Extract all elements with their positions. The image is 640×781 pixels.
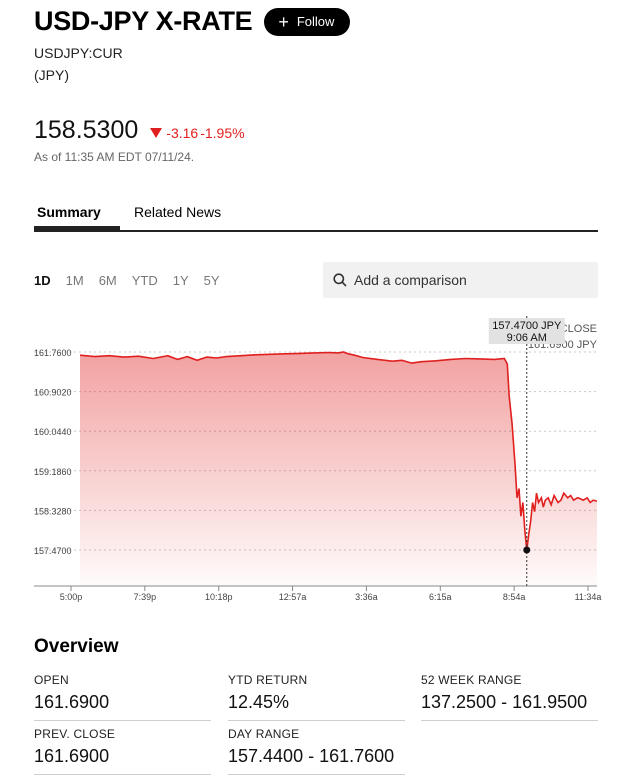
range-ytd[interactable]: YTD [131,273,158,288]
down-arrow-icon [150,128,163,138]
y-tick-label: 160.0440 [34,427,72,437]
change-percent: -1.95% [200,125,245,141]
plus-icon: + [278,11,289,32]
x-tick-label: 7:39p [134,592,157,602]
stat-value: 161.6900 [34,746,110,766]
x-tick-label: 6:15a [429,592,452,602]
stat-ytd-return: YTD RETURN 12.45% [228,673,405,721]
range-5y[interactable]: 5Y [203,273,220,288]
x-tick-label: 12:57a [279,592,307,602]
page-title: USD-JPY X-RATE [34,6,253,36]
comparison-input[interactable] [354,272,584,288]
stat-value: 12.45% [228,692,290,712]
y-tick-label: 161.7600 [34,348,72,358]
stat-value: 161.6900 [34,692,110,712]
divider [228,720,405,721]
tooltip-box [488,318,565,344]
range-1d[interactable]: 1D [34,273,51,288]
search-icon [333,273,347,287]
active-tab-indicator [34,226,120,230]
price-change: -3.16 -1.95% [150,125,245,141]
range-selector: 1D 1M 6M YTD 1Y 5Y [34,273,220,288]
range-6m[interactable]: 6M [98,273,117,288]
page-header: USD-JPY X-RATE + Follow [34,6,351,37]
tooltip-value: 157.4700 JPY [492,320,562,332]
stat-day-range: DAY RANGE 157.4400 - 161.7600 [228,727,405,775]
x-tick-label: 3:36a [355,592,378,602]
currency-label: (JPY) [34,67,69,83]
ticker-symbol: USDJPY:CUR [34,45,123,61]
tab-summary[interactable]: Summary [37,204,101,220]
divider [228,774,405,775]
y-tick-label: 158.3280 [34,506,72,516]
stat-52-week-range: 52 WEEK RANGE 137.2500 - 161.9500 [421,673,598,721]
follow-label: Follow [296,14,335,29]
area-fill [80,352,597,586]
x-tick-label: 11:34a [575,592,602,602]
stat-label: OPEN [34,673,69,687]
stat-label: YTD RETURN [228,673,308,687]
current-price: 158.5300 [34,116,139,144]
divider [34,774,211,775]
price-row: 158.5300 -3.16 -1.95% [34,116,245,145]
stat-prev-close: PREV. CLOSE 161.6900 [34,727,211,775]
stat-value: 157.4400 - 161.7600 [228,746,395,766]
x-tick-label: 5:00p [60,592,83,602]
y-tick-label: 160.9020 [34,388,72,398]
y-tick-label: 159.1860 [34,467,72,477]
stat-value: 137.2500 - 161.9500 [421,692,588,712]
as-of-timestamp: As of 11:35 AM EDT 07/11/24. [34,150,195,164]
y-tick-label: 157.4700 [34,546,72,556]
stat-label: 52 WEEK RANGE [421,673,522,687]
stat-label: PREV. CLOSE [34,727,116,741]
follow-button[interactable]: + Follow [264,7,351,36]
price-line [79,351,598,551]
x-tick-label: 10:18p [205,592,233,602]
tooltip-time: 9:06 AM [507,332,547,344]
divider [34,720,211,721]
range-1y[interactable]: 1Y [172,273,189,288]
x-tick-label: 8:54a [503,592,526,602]
range-1m[interactable]: 1M [65,273,84,288]
overview-title: Overview [34,636,119,657]
comparison-search[interactable] [323,262,598,298]
tab-related-news[interactable]: Related News [134,204,222,220]
stat-open: OPEN 161.6900 [34,673,211,721]
stat-label: DAY RANGE [228,727,300,741]
change-value: -3.16 [166,125,199,141]
divider [421,720,598,721]
hover-point [523,546,531,554]
tab-bar: Summary Related News [34,204,598,232]
price-chart[interactable]: 161.7600 160.9020 160.0440 159.1860 158.3280… [0,310,640,610]
